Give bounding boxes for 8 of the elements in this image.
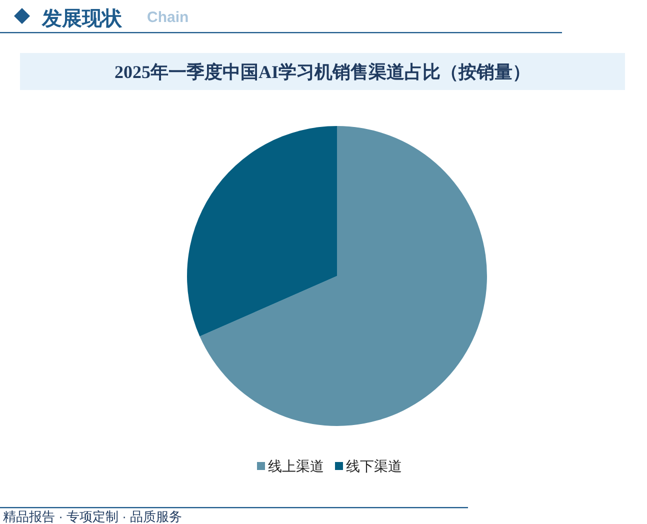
text: 精品报告 · 专项定制 · 品质服务 bbox=[3, 509, 182, 524]
legend-label: 线下渠道 bbox=[346, 458, 402, 474]
legend-label: 线上渠道 bbox=[268, 458, 324, 474]
text: Chain bbox=[147, 9, 189, 26]
pie-slice bbox=[187, 126, 337, 336]
text: 发展现状 bbox=[41, 8, 123, 30]
pie-slice bbox=[200, 126, 487, 426]
chart-title: 2025年一季度中国AI学习机销售渠道占比（按销量） bbox=[114, 62, 531, 82]
